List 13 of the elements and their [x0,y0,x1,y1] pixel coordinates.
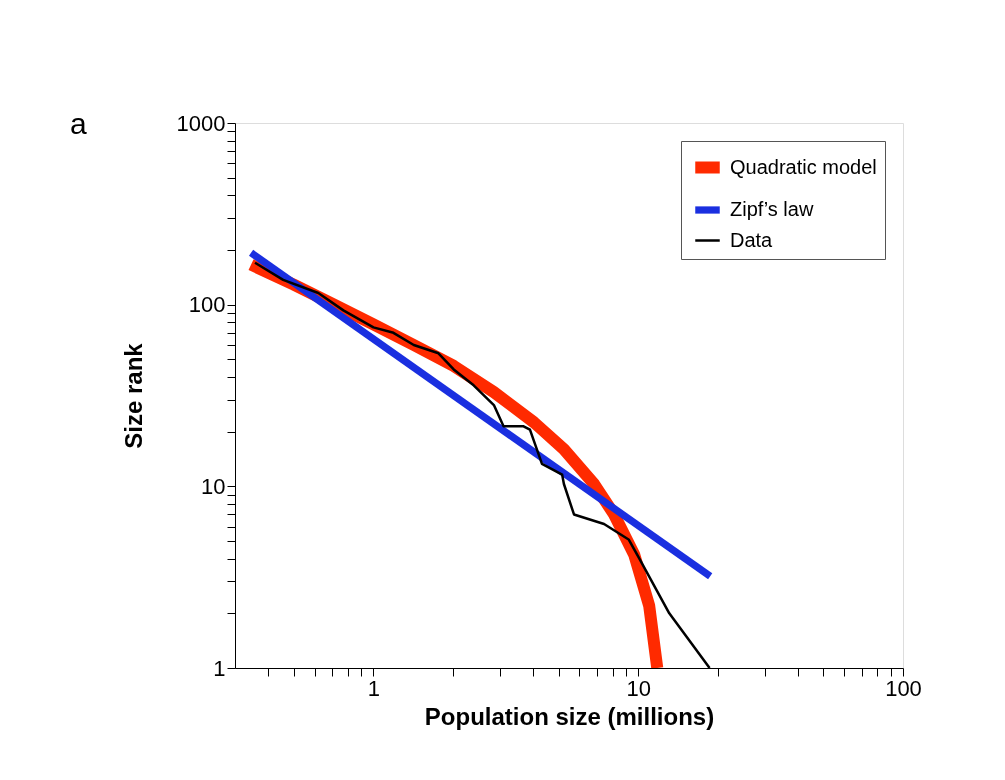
y-axis-title: Size rank [119,342,147,449]
x-tick-label: 100 [885,675,922,701]
legend-label: Quadratic model [730,155,877,178]
y-tick-label: 10 [201,473,226,499]
legend-label: Data [730,228,774,251]
x-tick-label: 10 [626,675,651,701]
x-axis-title: Population size (millions) [424,702,715,730]
legend-label: Zipf’s law [730,198,814,220]
y-tick-label: 100 [188,292,226,318]
text: a [70,107,87,140]
x-tick-label: 1 [367,675,381,701]
y-tick-label: 1 [213,655,226,681]
y-tick-label: 1000 [176,110,226,136]
